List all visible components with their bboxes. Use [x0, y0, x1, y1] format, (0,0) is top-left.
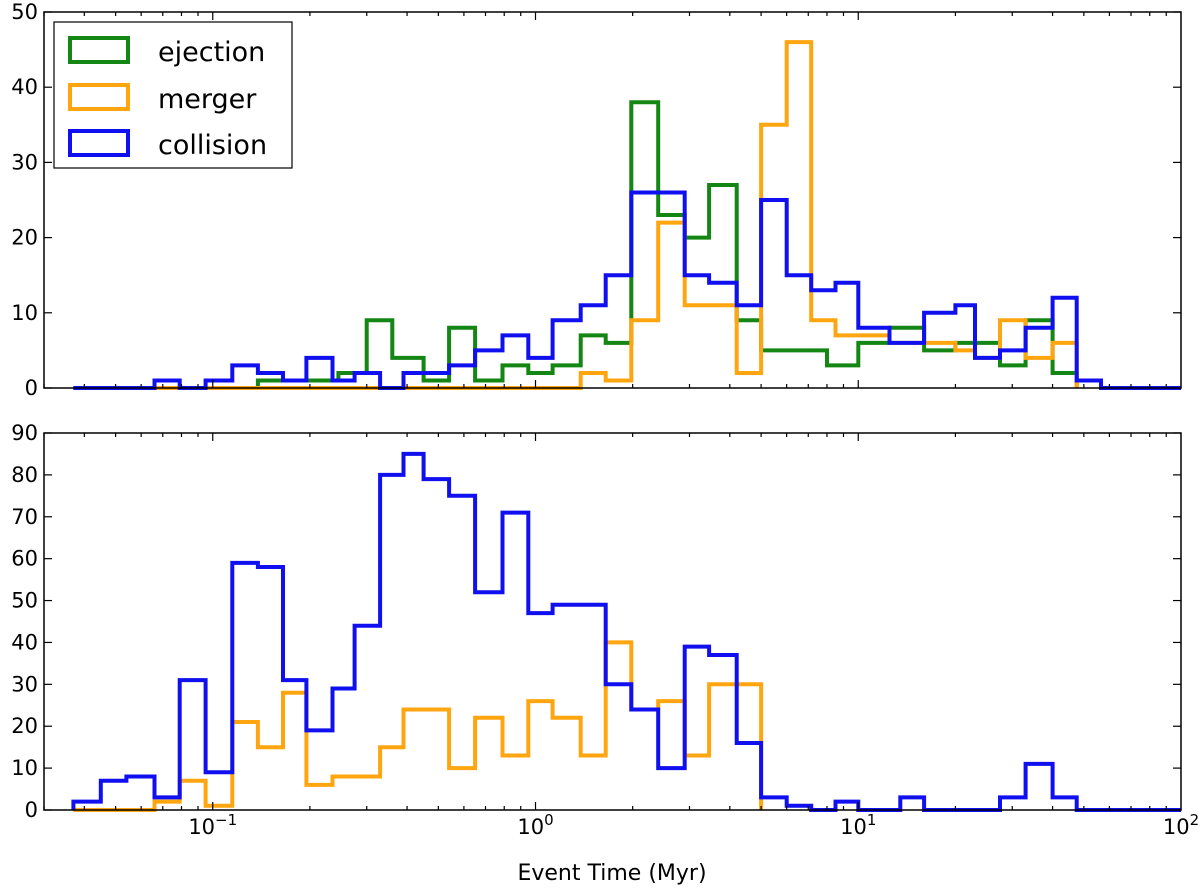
bottom-ytick-label: 30: [11, 672, 38, 696]
legend-label-ejection: ejection: [158, 37, 265, 68]
legend: ejection merger collision: [53, 21, 293, 169]
bottom-ytick-label: 70: [11, 505, 38, 529]
x-tick-label: 100: [517, 811, 553, 839]
legend-label-collision: collision: [158, 130, 267, 161]
top-panel: 0 10 20 30 40 50 ejection merger collision: [11, 0, 1182, 400]
top-series-group: [73, 40, 1181, 390]
top-ytick-label: 40: [11, 75, 38, 99]
top-ytick-label: 0: [25, 376, 38, 400]
top-plot-frame: [43, 11, 1182, 389]
top-series-collision: [73, 190, 1181, 390]
bottom-ytick-label: 20: [11, 714, 38, 738]
x-axis-title: Event Time (Myr): [517, 861, 706, 886]
legend-label-merger: merger: [158, 84, 257, 115]
top-ytick-label: 10: [11, 301, 38, 325]
bottom-ytick-label: 10: [11, 756, 38, 780]
top-series-merger: [73, 40, 1079, 390]
bottom-ytick-label: 50: [11, 589, 38, 613]
bottom-series-group: [71, 451, 1181, 812]
bottom-ytick-label: 40: [11, 630, 38, 654]
bottom-ytick-label: 80: [11, 463, 38, 487]
top-ytick-label: 50: [11, 0, 38, 24]
bottom-series-collision: [71, 451, 1181, 812]
bottom-ticks-group: 0 10 20 30 40 50 60 70 80 90 10−1 100 101 102: [11, 421, 1199, 839]
bottom-ytick-label: 60: [11, 547, 38, 571]
legend-box: [53, 21, 293, 169]
x-tick-label: 102: [1163, 811, 1199, 839]
bottom-ytick-label: 0: [25, 798, 38, 822]
legend-swatch-merger: [68, 83, 130, 111]
legend-swatch-collision: [68, 129, 130, 157]
bottom-plot-frame: [43, 432, 1182, 811]
bottom-ytick-label: 90: [11, 421, 38, 445]
bottom-panel: 0 10 20 30 40 50 60 70 80 90 10−1 100 101 102 Event T…: [11, 421, 1199, 886]
top-ytick-label: 20: [11, 226, 38, 250]
top-ticks-group: 0 10 20 30 40 50: [11, 0, 1181, 400]
top-ytick-label: 30: [11, 150, 38, 174]
legend-swatch-ejection: [68, 36, 130, 64]
x-tick-label: 101: [840, 811, 876, 839]
x-tick-label: 10−1: [188, 811, 237, 839]
